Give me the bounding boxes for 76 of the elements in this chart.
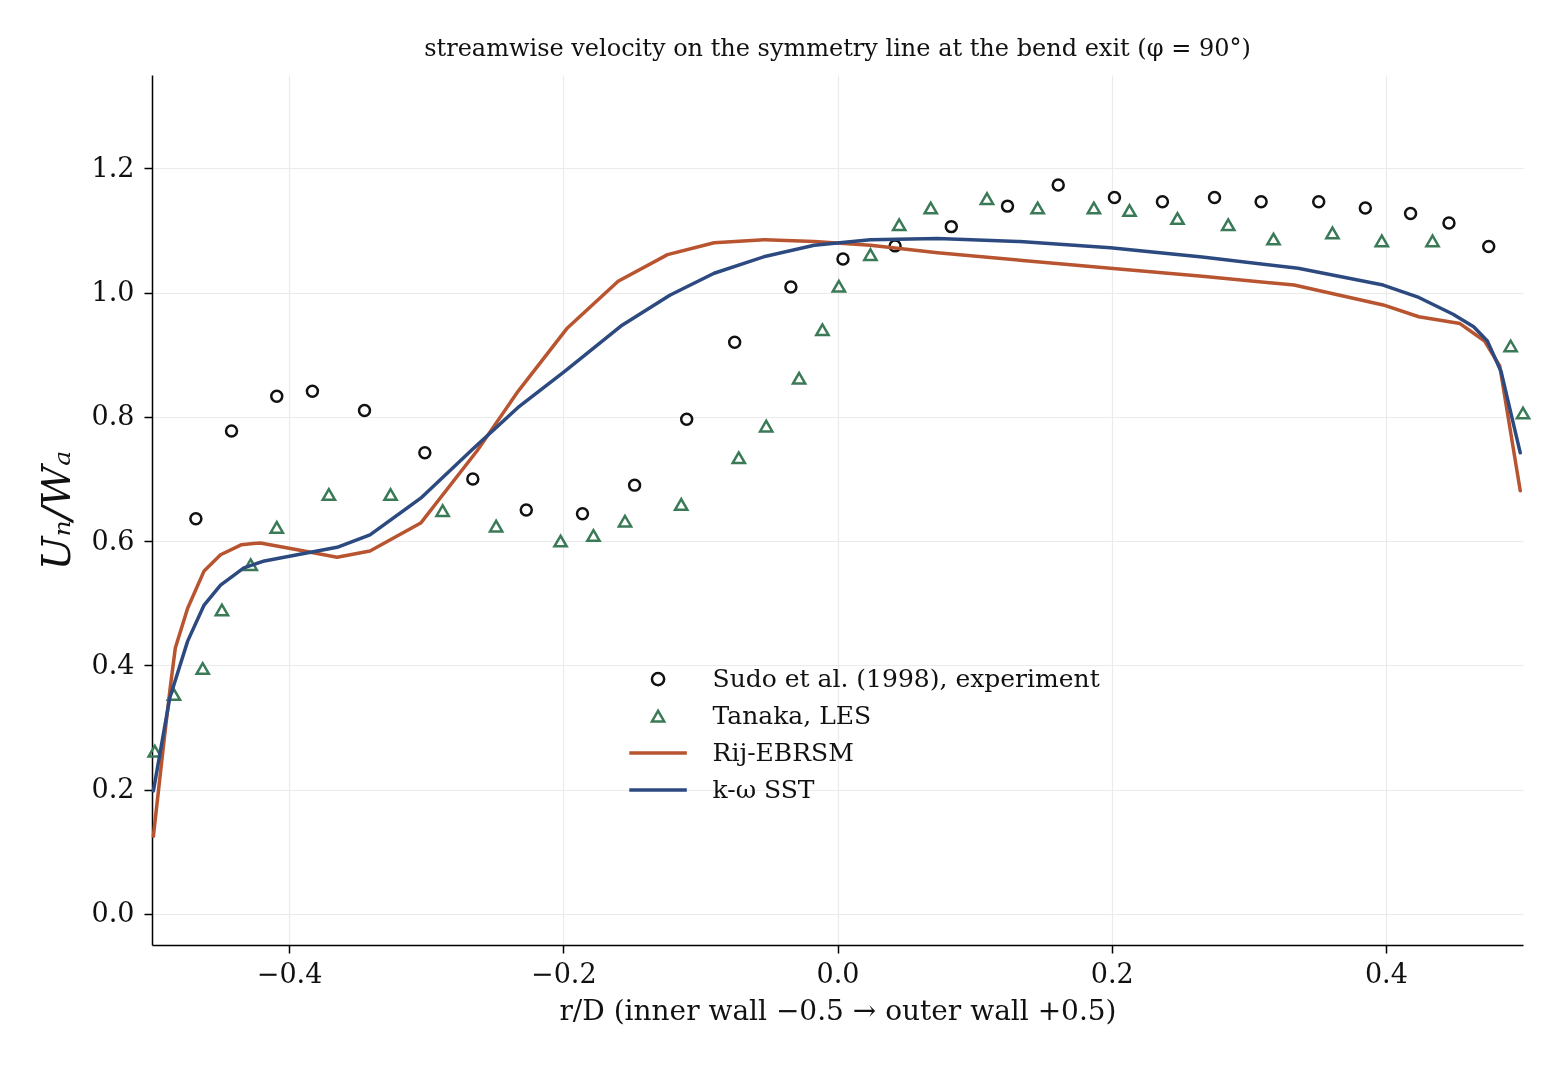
legend-label: k-ω SST [712,775,815,805]
point [1220,218,1236,232]
legend-label: Tanaka, LES [712,701,872,731]
y-tick-label: 0.4 [91,648,135,680]
y-tick-label: 1.0 [91,276,135,307]
point [383,487,398,502]
point [891,218,907,232]
point [1107,190,1122,205]
point [758,419,774,433]
x-tick-label: 0.0 [816,957,860,989]
point [923,201,939,215]
point [731,451,747,465]
legend-label: Rij-EBRSM [712,738,854,768]
point [1311,195,1326,209]
point [1122,203,1137,218]
point [1442,216,1456,230]
point [1325,226,1340,240]
chart-title: streamwise velocity on the symmetry line at the bend exit (φ = 90°) [424,34,1251,62]
point [1482,239,1496,254]
point [269,520,285,534]
x-tick-label: 0.2 [1090,957,1134,989]
point [791,371,807,385]
legend-label: Sudo et al. (1998), experiment [712,664,1100,694]
point [189,511,203,526]
point [979,192,995,206]
point [214,603,230,617]
point [466,472,480,486]
y-tick-label: 0.8 [91,400,135,432]
point [435,504,451,518]
point [1403,206,1418,221]
point [617,514,633,528]
point [1030,201,1046,215]
point [357,403,372,418]
point [863,248,878,262]
point [1515,406,1531,420]
point [836,252,850,266]
point [270,389,284,403]
point [1358,201,1373,215]
point [1503,339,1519,353]
x-tick-label: 0.4 [1364,957,1408,989]
y-tick-label: 1.2 [91,151,135,183]
point [1000,199,1015,213]
point [553,534,568,548]
point [784,280,798,294]
point [727,335,742,349]
point [673,497,689,511]
point [1155,195,1170,209]
y-tick-label: 0.2 [91,773,135,805]
point [1170,212,1185,226]
point [224,424,239,438]
x-tick-label: −0.4 [256,957,323,989]
point [1086,201,1102,215]
point [627,478,642,492]
point [831,279,847,293]
point [1374,234,1390,248]
point [418,446,432,460]
point [575,507,590,521]
point [519,503,534,517]
point [1207,190,1222,205]
point [586,528,601,543]
point [1051,178,1065,192]
point [944,219,959,234]
point [1254,195,1268,209]
y-tick-label: 0.6 [91,524,135,556]
point [1266,232,1281,246]
x-axis-title: r/D (inner wall −0.5 → outer wall +0.5) [559,993,1117,1027]
point [815,323,830,337]
point [1425,234,1440,248]
point [321,487,337,502]
point [195,661,211,676]
y-axis-title: Uₙ/Wₐ [32,450,79,571]
x-tick-label: −0.2 [531,957,597,989]
point [305,384,320,399]
y-tick-label: 0.0 [91,897,135,929]
point [488,519,504,533]
point [679,412,694,426]
